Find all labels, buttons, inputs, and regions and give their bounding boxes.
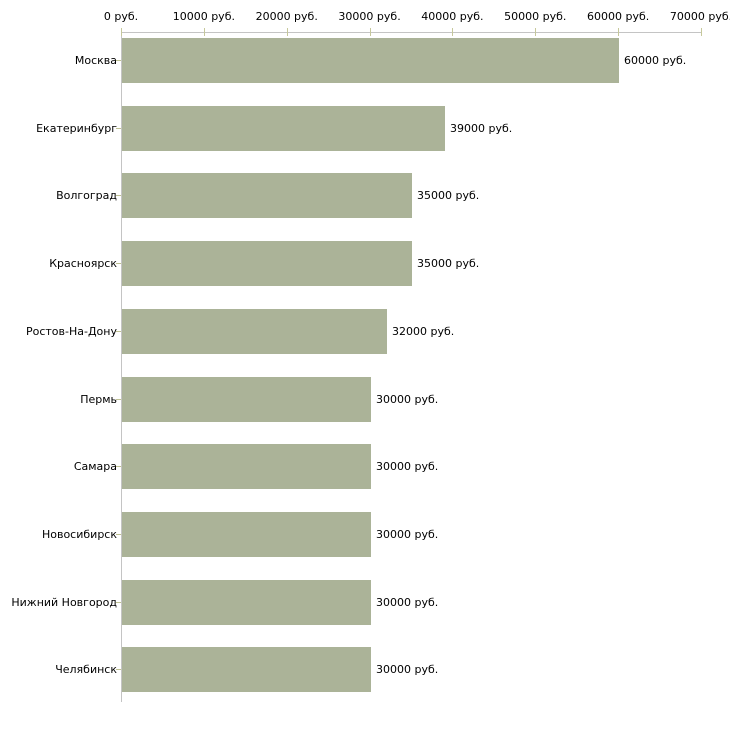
x-axis-tick-label: 0 руб.	[103, 10, 139, 23]
bar	[122, 173, 412, 219]
x-axis-tick-label: 60000 руб.	[587, 10, 650, 23]
value-label: 30000 руб.	[376, 392, 439, 406]
bar-row: Москва 60000 руб.	[0, 38, 730, 83]
value-label: 35000 руб.	[417, 189, 480, 203]
value-label: 60000 руб.	[624, 54, 687, 67]
x-axis-tick-label: 10000 руб.	[172, 10, 235, 23]
bar-row: Екатеринбург 39000 руб.	[0, 105, 730, 151]
bar	[122, 444, 371, 490]
category-tick	[116, 601, 121, 603]
x-axis-tick-label: 20000 руб.	[255, 10, 318, 23]
bar-row: Пермь 30000 руб.	[0, 376, 730, 422]
x-axis-tick	[286, 28, 288, 36]
category-tick	[116, 466, 121, 468]
x-axis-tick	[121, 28, 122, 36]
bar-row: Красноярск 35000 руб.	[0, 241, 730, 287]
bar	[122, 647, 371, 693]
category-label: Пермь	[80, 392, 117, 406]
category-tick	[116, 127, 121, 129]
value-label: 35000 руб.	[417, 257, 480, 271]
x-axis-line	[121, 32, 701, 33]
x-axis-tick	[618, 28, 620, 36]
x-axis-tick	[369, 28, 371, 36]
category-tick	[116, 398, 121, 400]
bar-row: Ростов-На-Дону 32000 руб.	[0, 308, 730, 354]
bar-row: Самара 30000 руб.	[0, 444, 730, 490]
category-label: Ростов-На-Дону	[25, 324, 117, 338]
bar	[122, 241, 412, 287]
category-label: Красноярск	[49, 257, 117, 271]
value-label: 30000 руб.	[376, 527, 439, 541]
x-axis-tick-label: 40000 руб.	[421, 10, 484, 23]
bar	[122, 579, 371, 625]
category-label: Челябинск	[55, 663, 117, 677]
x-axis-tick	[452, 28, 454, 36]
category-label: Екатеринбург	[36, 121, 117, 135]
value-label: 30000 руб.	[376, 663, 439, 677]
bar	[122, 308, 387, 354]
category-tick	[116, 533, 121, 535]
value-label: 32000 руб.	[392, 324, 455, 338]
category-tick	[116, 195, 121, 197]
bar-row: Новосибирск 30000 руб.	[0, 511, 730, 557]
bar	[122, 38, 619, 83]
category-label: Волгоград	[56, 189, 117, 203]
category-tick	[116, 669, 121, 671]
bar-row: Нижний Новгород 30000 руб.	[0, 579, 730, 625]
x-axis-tick	[701, 28, 702, 36]
bar-row: Волгоград 35000 руб.	[0, 173, 730, 219]
category-tick	[116, 60, 121, 61]
category-tick	[116, 330, 121, 332]
value-label: 39000 руб.	[450, 121, 513, 135]
x-axis-tick-label: 30000 руб.	[338, 10, 401, 23]
y-axis-line	[121, 32, 122, 702]
x-axis-tick-label: 50000 руб.	[504, 10, 567, 23]
x-axis-tick	[535, 28, 537, 36]
category-label: Москва	[74, 54, 117, 67]
category-label: Самара	[73, 460, 117, 474]
x-axis-tick-label: 70000 руб.	[669, 10, 730, 23]
category-label: Нижний Новгород	[11, 595, 117, 609]
x-axis-tick	[203, 28, 205, 36]
category-label: Новосибирск	[41, 527, 117, 541]
value-label: 30000 руб.	[376, 460, 439, 474]
category-tick	[116, 263, 121, 265]
value-label: 30000 руб.	[376, 595, 439, 609]
bar	[122, 105, 445, 151]
bar	[122, 376, 371, 422]
bar-row: Челябинск 30000 руб.	[0, 647, 730, 693]
bar	[122, 511, 371, 557]
